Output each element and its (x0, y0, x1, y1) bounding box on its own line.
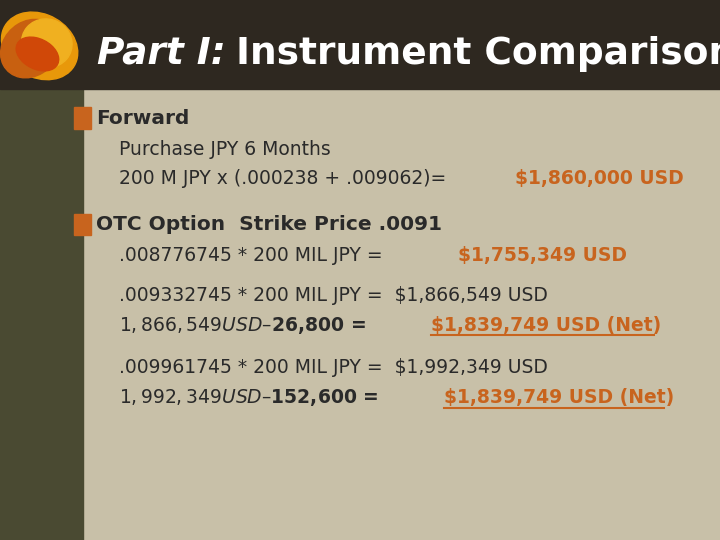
Bar (0, 0, 83, 540)
Text: $1,860,000 USD: $1,860,000 USD (516, 169, 684, 188)
Text: 200 M JPY x (.000238 + .009062)=: 200 M JPY x (.000238 + .009062)= (119, 169, 452, 188)
Ellipse shape (1, 12, 78, 80)
Text: $1,839,749 USD (Net): $1,839,749 USD (Net) (444, 388, 674, 407)
Bar (74, 107, 91, 129)
Ellipse shape (16, 37, 59, 71)
Text: Part I:: Part I: (97, 36, 226, 72)
Text: .009332745 * 200 MIL JPY =  $1,866,549 USD: .009332745 * 200 MIL JPY = $1,866,549 US… (119, 286, 548, 305)
Text: Forward: Forward (96, 109, 189, 128)
Ellipse shape (1, 19, 60, 78)
Text: $1,839,749 USD (Net): $1,839,749 USD (Net) (431, 315, 661, 335)
Text: Purchase JPY 6 Months: Purchase JPY 6 Months (119, 139, 330, 159)
Text: OTC Option  Strike Price .0091: OTC Option Strike Price .0091 (96, 215, 442, 234)
Text: $1,866,549USD – $26,800 =: $1,866,549USD – $26,800 = (119, 315, 368, 335)
Text: Instrument Comparison: Instrument Comparison (210, 36, 720, 72)
Text: $1,992,349 USD – $152,600 =: $1,992,349 USD – $152,600 = (119, 387, 380, 408)
Bar (0, 0, 720, 89)
Text: .009961745 * 200 MIL JPY =  $1,992,349 USD: .009961745 * 200 MIL JPY = $1,992,349 US… (119, 358, 548, 377)
Text: .008776745 * 200 MIL JPY =: .008776745 * 200 MIL JPY = (119, 246, 395, 266)
Ellipse shape (22, 19, 72, 68)
Text: $1,755,349 USD: $1,755,349 USD (458, 246, 626, 266)
Bar (74, 214, 91, 235)
